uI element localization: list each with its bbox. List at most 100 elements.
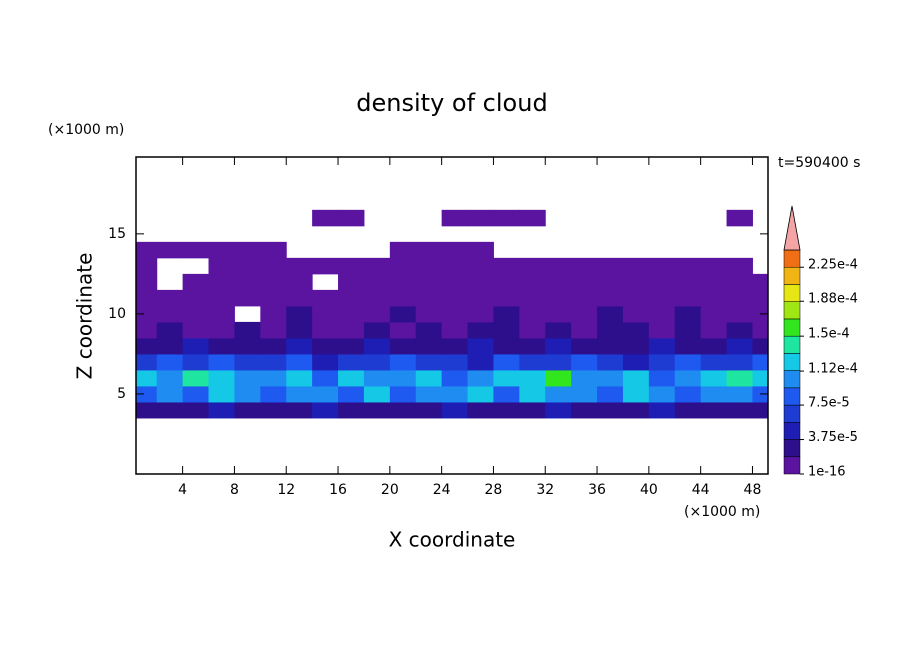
contour-cell — [441, 385, 469, 403]
contour-cell — [467, 337, 494, 355]
contour-cell — [648, 337, 676, 355]
contour-cell — [208, 385, 235, 403]
contour-cell — [648, 257, 676, 275]
contour-cell — [519, 401, 546, 419]
contour-cell — [674, 273, 702, 291]
contour-cell — [338, 257, 365, 275]
contour-cell — [415, 369, 443, 387]
contour-cell — [519, 273, 546, 291]
colorbar-extend — [783, 205, 801, 251]
contour-cell — [597, 289, 624, 307]
contour-cell — [338, 385, 365, 403]
contour-cell — [136, 321, 158, 339]
contour-cell — [234, 289, 261, 307]
colorbar-label: 3.75e-5 — [808, 430, 858, 445]
x-axis-title: X coordinate — [389, 528, 516, 552]
contour-cell — [389, 241, 417, 259]
contour-cell — [182, 337, 210, 355]
contour-cell — [519, 369, 546, 387]
contour-cell — [338, 401, 365, 419]
contour-cell — [182, 289, 210, 307]
contour-cell — [441, 273, 469, 291]
contour-cell — [234, 273, 261, 291]
contour-cell — [286, 385, 313, 403]
contour-cell — [519, 321, 546, 339]
contour-cell — [156, 305, 184, 323]
contour-cell — [441, 305, 469, 323]
contour-cell — [182, 369, 210, 387]
contour-cell — [182, 305, 210, 323]
contour-cell — [545, 353, 572, 371]
plot-frame — [135, 156, 769, 475]
contour-cell — [260, 305, 287, 323]
contour-cell — [700, 385, 728, 403]
contour-cell — [208, 241, 235, 259]
contour-cell — [467, 321, 494, 339]
contour-cell — [622, 353, 650, 371]
contour-cell — [415, 321, 443, 339]
contour-cell — [597, 337, 624, 355]
contour-cell — [136, 385, 158, 403]
contour-cell — [467, 305, 494, 323]
contour-cell — [726, 369, 753, 387]
contour-cell — [156, 337, 184, 355]
contour-cell — [208, 369, 235, 387]
contour-cell — [493, 385, 520, 403]
contour-cell — [338, 209, 365, 227]
contour-cell — [312, 369, 339, 387]
x-tick-label: 4 — [178, 482, 187, 498]
contour-cell — [493, 209, 520, 227]
contour-cell — [467, 369, 494, 387]
contour-cell — [597, 273, 624, 291]
contour-cell — [493, 273, 520, 291]
contour-cell — [700, 337, 728, 355]
contour-cell — [286, 289, 313, 307]
x-unit: (×1000 m) — [684, 504, 760, 520]
contour-cell — [182, 353, 210, 371]
contour-cell — [363, 305, 391, 323]
contour-cell — [260, 257, 287, 275]
contour-cell — [415, 289, 443, 307]
contour-cell — [312, 337, 339, 355]
contour-cell — [389, 289, 417, 307]
contour-cell — [363, 401, 391, 419]
contour-cell — [234, 337, 261, 355]
colorbar-box — [783, 284, 801, 302]
contour-cell — [338, 289, 365, 307]
contour-cell — [674, 385, 702, 403]
contour-cell — [571, 273, 598, 291]
x-tick-label: 12 — [277, 482, 295, 498]
contour-cell — [208, 337, 235, 355]
contour-cell — [338, 321, 365, 339]
contour-cell — [260, 401, 287, 419]
contour-cell — [312, 209, 339, 227]
contour-cell — [622, 369, 650, 387]
colorbar-label: 1.12e-4 — [808, 362, 858, 377]
contour-cell — [519, 289, 546, 307]
contour-cell — [182, 385, 210, 403]
contour-cell — [363, 369, 391, 387]
contour-cell — [286, 321, 313, 339]
y-axis-title: Z coordinate — [73, 253, 97, 380]
contour-cell — [519, 209, 546, 227]
colorbar-box — [783, 456, 801, 475]
contour-cell — [312, 385, 339, 403]
contour-cell — [389, 257, 417, 275]
contour-cell — [467, 385, 494, 403]
contour-cell — [441, 289, 469, 307]
contour-cell — [208, 273, 235, 291]
x-tick-label: 48 — [744, 482, 762, 498]
contour-cell — [136, 257, 158, 275]
contour-cell — [648, 385, 676, 403]
contour-cell — [493, 321, 520, 339]
contour-cell — [182, 401, 210, 419]
x-tick-label: 32 — [536, 482, 554, 498]
contour-cell — [156, 385, 184, 403]
contour-cell — [545, 305, 572, 323]
contour-cell — [389, 401, 417, 419]
contour-cell — [597, 305, 624, 323]
contour-cell — [752, 353, 768, 371]
contour-cell — [136, 241, 158, 259]
contour-cell — [136, 273, 158, 291]
contour-cell — [415, 385, 443, 403]
